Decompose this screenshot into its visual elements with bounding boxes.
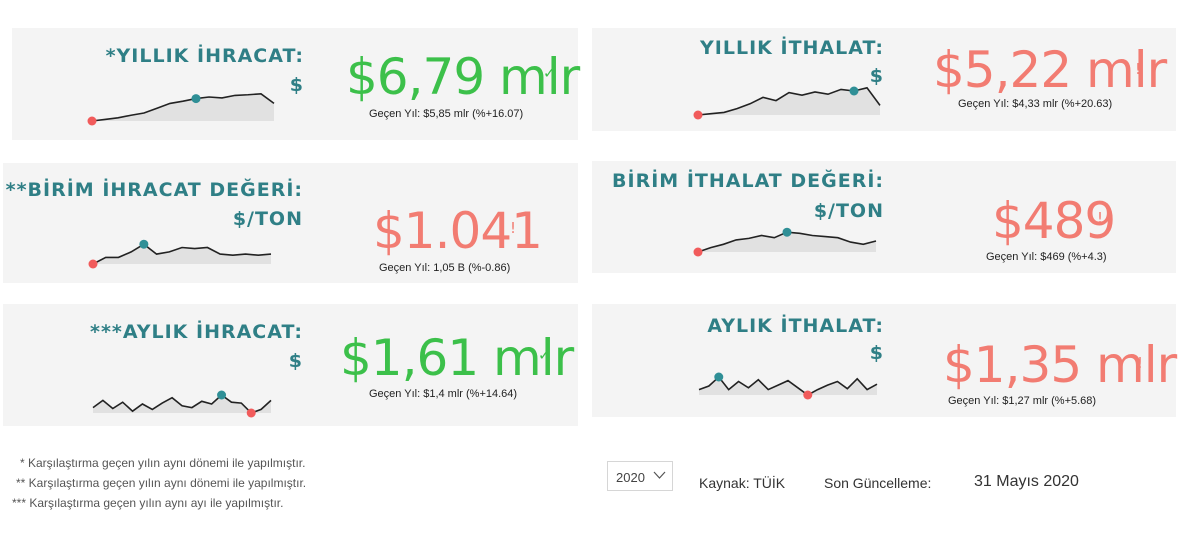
year-dropdown[interactable]: 2020	[607, 461, 673, 491]
card-title: **BİRİM İHRACAT DEĞERİ:	[5, 179, 303, 201]
sparkline	[698, 372, 878, 400]
card-unit: $	[288, 350, 303, 372]
card-unit: $	[869, 65, 884, 87]
sparkline	[87, 92, 275, 126]
previous-year-text: Geçen Yıl: $5,85 mlr (%+16.07)	[369, 108, 524, 120]
sparkline-peak-marker	[714, 372, 724, 382]
alert-icon: !	[1137, 354, 1144, 372]
kpi-value: $1,35 mlr	[943, 336, 1177, 394]
sparkline-line	[92, 393, 272, 414]
card-title: YILLIK İTHALAT:	[700, 37, 884, 59]
footnote-1: * Karşılaştırma geçen yılın aynı dönemi …	[20, 456, 306, 470]
sparkline-start-marker	[693, 247, 703, 257]
sparkline-peak-marker	[139, 239, 149, 249]
kpi-value: $5,22 mlr	[933, 41, 1167, 99]
last-updated-date: 31 Mayıs 2020	[974, 473, 1079, 490]
card-unit: $	[289, 74, 304, 96]
alert-icon: !	[1097, 209, 1104, 227]
sparkline-area	[93, 244, 271, 264]
sparkline-min-marker	[246, 408, 256, 418]
sparkline-peak-marker	[191, 94, 201, 104]
kpi-value: $1.041	[373, 202, 543, 260]
previous-year-text: Geçen Yıl: $4,33 mlr (%+20.63)	[958, 98, 1113, 110]
card-title: AYLIK İTHALAT:	[707, 315, 884, 337]
sparkline-peak-marker	[782, 227, 792, 237]
card-unit: $/TON	[232, 208, 303, 230]
card-unit-export-value: **BİRİM İHRACAT DEĞERİ: $/TON $1.041 ! G…	[3, 163, 578, 283]
sparkline-line	[91, 92, 275, 122]
last-updated-label: Son Güncelleme:	[824, 475, 932, 491]
card-unit: $	[869, 342, 884, 364]
card-title: BİRİM İTHALAT DEĞERİ:	[612, 170, 884, 192]
kpi-value: $6,79 mlr	[346, 48, 580, 106]
chevron-down-icon	[653, 471, 666, 479]
source-label: Kaynak: TÜİK	[699, 475, 786, 491]
sparkline-peak-marker	[849, 86, 859, 96]
sparkline-min-marker	[803, 390, 813, 400]
card-title: *YILLIK İHRACAT:	[105, 45, 304, 67]
sparkline-start-marker	[87, 116, 97, 126]
footnote-2: ** Karşılaştırma geçen yılın aynı dönemi…	[16, 476, 307, 490]
sparkline-area	[699, 377, 877, 395]
card-unit-import-value: BİRİM İTHALAT DEĞERİ: $/TON $489 ! Geçen…	[592, 161, 1176, 273]
sparkline	[693, 86, 881, 120]
card-unit: $/TON	[813, 200, 884, 222]
previous-year-text: Geçen Yıl: $469 (%+4.3)	[986, 251, 1107, 263]
footnote-3: *** Karşılaştırma geçen yılın aynı ayı i…	[12, 496, 284, 510]
sparkline-area	[698, 232, 876, 252]
sparkline	[88, 239, 272, 269]
previous-year-text: Geçen Yıl: 1,05 B (%-0.86)	[379, 262, 511, 274]
kpi-value: $489	[992, 192, 1116, 250]
card-monthly-export: ***AYLIK İHRACAT: $ $1,61 mlr ✓ Geçen Yı…	[3, 304, 578, 426]
check-icon: ✓	[543, 64, 556, 82]
sparkline-line	[92, 243, 272, 265]
alert-icon: !	[510, 219, 517, 237]
sparkline	[92, 390, 272, 418]
card-title: ***AYLIK İHRACAT:	[90, 321, 303, 343]
year-dropdown-value: 2020	[616, 470, 645, 485]
sparkline-line	[698, 375, 878, 396]
sparkline	[693, 227, 877, 257]
previous-year-text: Geçen Yıl: $1,4 mlr (%+14.64)	[369, 388, 518, 400]
card-annual-import: YILLIK İTHALAT: $ $5,22 mlr ! Geçen Yıl:…	[592, 28, 1176, 131]
sparkline-start-marker	[88, 259, 98, 269]
sparkline-start-marker	[693, 110, 703, 120]
card-annual-export: *YILLIK İHRACAT: $ $6,79 mlr ✓ Geçen Yıl…	[12, 28, 580, 140]
sparkline-area	[698, 87, 880, 115]
previous-year-text: Geçen Yıl: $1,27 mlr (%+5.68)	[948, 395, 1097, 407]
card-monthly-import: AYLIK İTHALAT: $ $1,35 mlr ! Geçen Yıl: …	[592, 304, 1177, 417]
sparkline-peak-marker	[217, 390, 227, 400]
kpi-value: $1,61 mlr	[340, 329, 574, 387]
alert-icon: !	[1135, 60, 1142, 78]
check-icon: ✓	[538, 346, 551, 364]
